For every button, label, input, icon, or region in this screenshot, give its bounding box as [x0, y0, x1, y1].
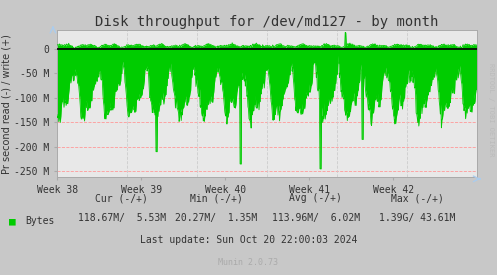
Title: Disk throughput for /dev/md127 - by month: Disk throughput for /dev/md127 - by mont…	[95, 15, 439, 29]
Text: Munin 2.0.73: Munin 2.0.73	[219, 258, 278, 266]
Text: 20.27M/  1.35M: 20.27M/ 1.35M	[175, 213, 257, 223]
Text: Avg (-/+): Avg (-/+)	[289, 193, 342, 203]
Text: 113.96M/  6.02M: 113.96M/ 6.02M	[271, 213, 360, 223]
Text: Max (-/+): Max (-/+)	[391, 193, 444, 203]
Text: 118.67M/  5.53M: 118.67M/ 5.53M	[78, 213, 166, 223]
Y-axis label: Pr second read (-) / write (+): Pr second read (-) / write (+)	[1, 34, 11, 174]
Text: Min (-/+): Min (-/+)	[190, 193, 243, 203]
Text: ■: ■	[9, 216, 16, 226]
Text: Bytes: Bytes	[25, 216, 54, 226]
Text: RRDTOOL / TOBI OETIKER: RRDTOOL / TOBI OETIKER	[488, 63, 494, 157]
Text: Cur (-/+): Cur (-/+)	[95, 193, 148, 203]
Text: Last update: Sun Oct 20 22:00:03 2024: Last update: Sun Oct 20 22:00:03 2024	[140, 235, 357, 245]
Text: 1.39G/ 43.61M: 1.39G/ 43.61M	[379, 213, 456, 223]
